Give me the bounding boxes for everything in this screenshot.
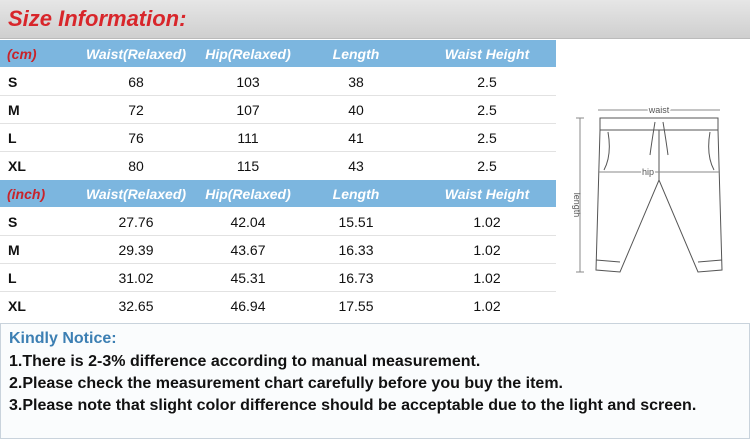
length-label: length	[572, 193, 582, 218]
notice-item: 1.There is 2-3% difference according to …	[9, 353, 481, 370]
notice: Kindly Notice: 1.There is 2-3% differenc…	[0, 323, 750, 439]
cell: 29.39	[118, 242, 154, 258]
row-separator	[0, 263, 556, 264]
row-separator	[0, 151, 556, 152]
unit-label: (cm)	[7, 46, 37, 62]
hip-label: hip	[642, 167, 654, 177]
cell: 31.02	[118, 270, 154, 286]
column-header: Waist Height	[444, 186, 530, 202]
cell: 45.31	[230, 270, 266, 286]
cell: 2.5	[477, 158, 497, 174]
diagram: waist hip length	[572, 104, 723, 273]
column-header: Hip(Relaxed)	[205, 46, 291, 62]
unit-label: (inch)	[7, 186, 46, 202]
cell: 68	[128, 74, 144, 90]
cell: 1.02	[473, 214, 501, 230]
title-bar	[0, 0, 750, 39]
cell: 40	[348, 102, 364, 118]
cell: 43	[348, 158, 364, 174]
table-header	[0, 180, 556, 207]
size-label: S	[8, 214, 18, 230]
column-header: Waist(Relaxed)	[85, 186, 187, 202]
size-label: M	[8, 102, 20, 118]
cell: 27.76	[118, 214, 154, 230]
row-separator	[0, 123, 556, 124]
column-header: Hip(Relaxed)	[205, 186, 291, 202]
cell: 111	[237, 130, 259, 146]
row-separator	[0, 291, 556, 292]
cell: 1.02	[473, 242, 501, 258]
size-label: L	[8, 130, 17, 146]
cell: 115	[236, 158, 260, 174]
notice-item: 3.Please note that slight color differen…	[9, 397, 697, 414]
cell: 43.67	[230, 242, 266, 258]
cell: 42.04	[230, 214, 266, 230]
size-label: XL	[8, 298, 26, 314]
notice-item: 2.Please check the measurement chart car…	[9, 375, 563, 392]
cell: 107	[236, 102, 260, 118]
cell: 2.5	[477, 102, 497, 118]
column-header: Waist(Relaxed)	[85, 46, 187, 62]
cell: 15.51	[338, 214, 374, 230]
cell: 32.65	[118, 298, 154, 314]
cell: 2.5	[477, 74, 497, 90]
waist-label: waist	[648, 105, 670, 115]
cell: 1.02	[473, 270, 501, 286]
cell: 41	[348, 130, 364, 146]
size-label: XL	[8, 158, 26, 174]
cell: 80	[128, 158, 144, 174]
table-header	[0, 40, 556, 67]
cell: 17.55	[338, 298, 374, 314]
size-label: M	[8, 242, 20, 258]
title: Size Information:	[8, 6, 187, 31]
cell: 72	[128, 102, 144, 118]
notice-title: Kindly Notice:	[9, 330, 117, 347]
cell: 46.94	[230, 298, 266, 314]
cell: 16.33	[338, 242, 374, 258]
cell: 2.5	[477, 130, 497, 146]
cell: 38	[348, 74, 364, 90]
cell: 76	[128, 130, 144, 146]
cell: 16.73	[338, 270, 374, 286]
row-separator	[0, 95, 556, 96]
row-separator	[0, 235, 556, 236]
column-header: Waist Height	[444, 46, 530, 62]
cell: 1.02	[473, 298, 501, 314]
size-label: L	[8, 270, 17, 286]
column-header: Length	[332, 186, 380, 202]
size-label: S	[8, 74, 18, 90]
column-header: Length	[332, 46, 380, 62]
cell: 103	[236, 74, 260, 90]
